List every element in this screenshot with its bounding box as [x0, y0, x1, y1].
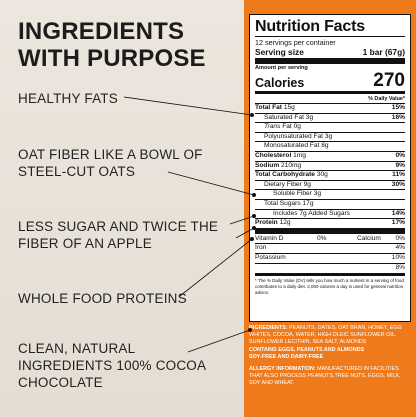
nutrient-row-monosaturated-fat: Monosaturated Fat 8g [255, 141, 405, 151]
claim-oat-fiber: OAT FIBER LIKE A BOWL OF STEEL-CUT OATS [18, 147, 203, 179]
calories-label: Calories [255, 76, 305, 90]
nutrient-row-soluble-fiber: Soluble Fiber 3g [255, 189, 405, 199]
connector-clean-ingredients [187, 329, 251, 353]
amount-per-serving: Amount per serving [255, 65, 308, 71]
nutrient-row-trans-fat: Trans Fat 0g [255, 122, 405, 132]
vitamin-row-3: Potassium 10% [255, 252, 405, 261]
connector-healthy-fats [123, 96, 253, 116]
contains-statement: CONTAINS EGGS, PEANUTS AND ALMONDS [249, 346, 365, 353]
serving-size-value: 1 bar (67g) [362, 47, 405, 57]
vitamin-row-4: 8% [255, 262, 405, 273]
nutrition-facts-title: Nutrition Facts [255, 18, 365, 35]
allergy-information: ALLERGY INFORMATION: MANUFACTURED IN FAC… [249, 366, 412, 388]
connector-added-sugars [235, 227, 255, 239]
nutrient-row-protein: Protein 12g 17% [255, 218, 405, 227]
calories-row: Calories 270 [255, 70, 405, 91]
serving-size: Serving size 1 bar (67g) [255, 47, 405, 57]
calories-value: 270 [373, 70, 405, 91]
connector-protein [179, 238, 253, 297]
daily-value-footnote: * The % Daily Value (DV) tells you how m… [255, 278, 404, 295]
claim-less-sugar: LESS SUGAR AND TWICE THE FIBER OF AN APP… [18, 219, 219, 251]
nutrient-row-sodium: Sodium 210mg 9% [255, 160, 405, 169]
claim-clean-ingredients: CLEAN, NATURAL INGREDIENTS 100% COCOA CH… [18, 341, 206, 390]
nutrient-row-dietary-fiber: Dietary Fiber 9g 30% [255, 179, 405, 190]
nutrient-row-cholesterol: Cholesterol 1mg 0% [255, 150, 405, 159]
connector-oat-fiber [167, 171, 255, 196]
serving-size-label: Serving size [255, 47, 304, 57]
ingredients-block: INGREDIENTS: PEANUTS, DATES, OAT BRAN, H… [249, 325, 412, 388]
allergy-text: MANUFACTURED IN FACILITIES THAT ALSO PRO… [249, 366, 401, 387]
daily-value-header: % Daily Value* [368, 96, 405, 102]
ingredients-label: INGREDIENTS: [249, 325, 288, 331]
nutrient-row-added-sugars: Includes 7g Added Sugars 14% [255, 208, 405, 219]
ingredients-text: PEANUTS, DATES, OAT BRAN, HONEY, EGG WHI… [249, 325, 402, 346]
free-from-statement: SOY-FREE AND DAIRY-FREE [249, 353, 324, 360]
servings-per-container: 12 servings per container [255, 38, 336, 47]
nutrient-row-polyunsaturated-fat: Polyunsaturated Fat 3g [255, 131, 405, 142]
claim-whole-food-proteins: WHOLE FOOD PROTEINS [18, 291, 187, 306]
allergy-label: ALLERGY INFORMATION: [249, 366, 316, 373]
nutrient-row-total-carbohydrate: Total Carbohydrate 30g 11% [255, 170, 405, 179]
vitamin-row-1: Vitamin D 0% Calcium 0% [255, 234, 405, 242]
headline: INGREDIENTS WITH PURPOSE [18, 18, 206, 72]
nutrition-facts-label: Nutrition Facts 12 servings per containe… [249, 14, 411, 322]
vitamin-row-2: Iron 4% [255, 243, 405, 252]
nutrient-row-total-sugars: Total Sugars 17g [255, 198, 405, 209]
nutrient-row-saturated-fat: Saturated Fat 3g 16% [255, 112, 405, 123]
connector-less-sugar [229, 215, 255, 225]
ingredients-list: INGREDIENTS: PEANUTS, DATES, OAT BRAN, H… [249, 325, 412, 347]
claim-healthy-fats: HEALTHY FATS [18, 91, 118, 106]
nutrient-row-total-fat: Total Fat 15g 15% [255, 103, 405, 111]
claims-panel: INGREDIENTS WITH PURPOSE HEALTHY FATS OA… [0, 0, 244, 417]
